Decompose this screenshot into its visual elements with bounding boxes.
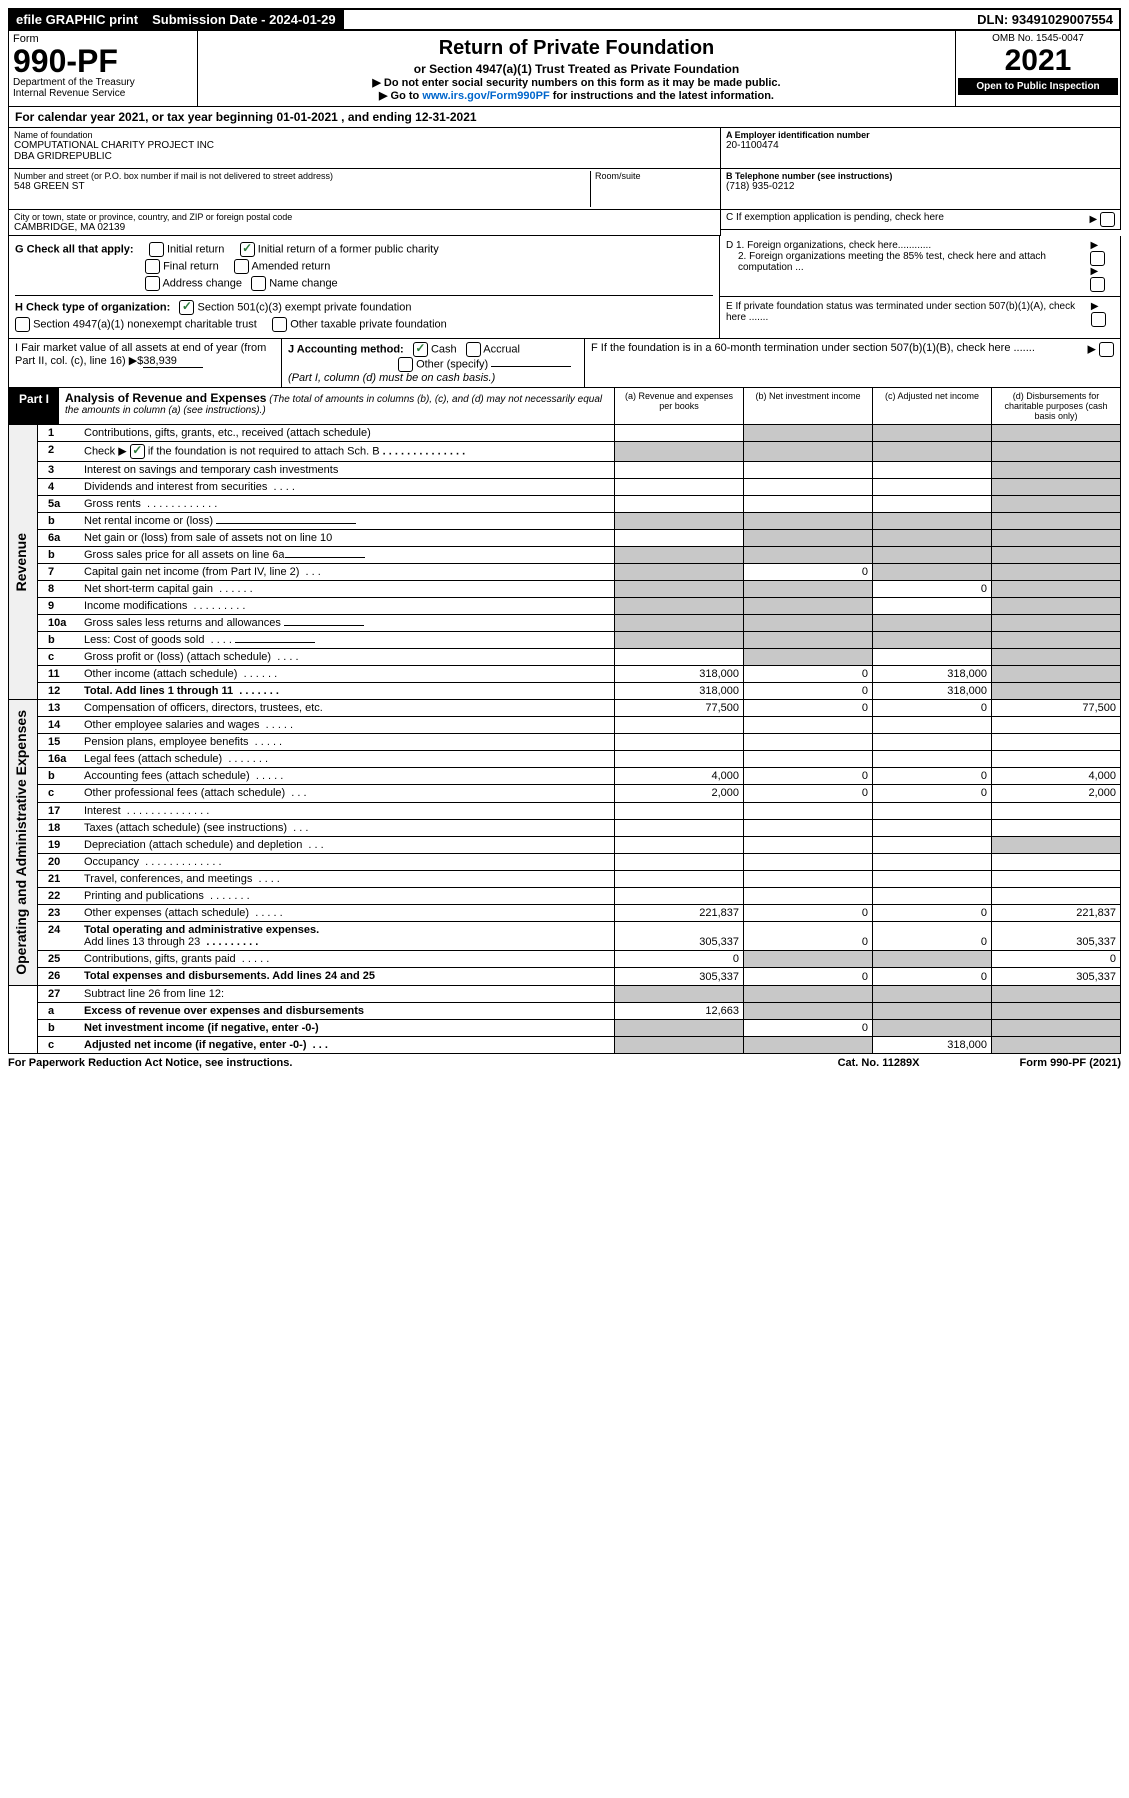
open-inspection: Open to Public Inspection xyxy=(958,78,1118,95)
city: CAMBRIDGE, MA 02139 xyxy=(14,222,715,233)
d1-checkbox[interactable] xyxy=(1090,251,1105,266)
room-label: Room/suite xyxy=(595,171,715,181)
dba: DBA GRIDREPUBLIC xyxy=(14,151,715,162)
page-footer: For Paperwork Reduction Act Notice, see … xyxy=(8,1054,1121,1069)
j-cash-checkbox[interactable] xyxy=(413,342,428,357)
efile-label: efile GRAPHIC print xyxy=(10,10,146,29)
col-a-header: (a) Revenue and expenses per books xyxy=(614,388,743,424)
form-subtitle: or Section 4947(a)(1) Trust Treated as P… xyxy=(202,62,951,76)
j-note: (Part I, column (d) must be on cash basi… xyxy=(288,372,578,384)
schb-checkbox[interactable] xyxy=(130,444,145,459)
calendar-year: For calendar year 2021, or tax year begi… xyxy=(8,107,1121,128)
dept: Department of the Treasury xyxy=(13,77,193,88)
phone: (718) 935-0212 xyxy=(726,181,1115,192)
form-ref: Form 990-PF (2021) xyxy=(1020,1057,1121,1069)
j-accrual-checkbox[interactable] xyxy=(466,342,481,357)
irs: Internal Revenue Service xyxy=(13,88,193,99)
expenses-side: Operating and Administrative Expenses xyxy=(13,702,29,983)
h-other-checkbox[interactable] xyxy=(272,317,287,332)
part1-label: Part I xyxy=(9,388,59,424)
phone-label: B Telephone number (see instructions) xyxy=(726,171,1115,181)
g-final-checkbox[interactable] xyxy=(145,259,160,274)
h-4947-checkbox[interactable] xyxy=(15,317,30,332)
g-amended-checkbox[interactable] xyxy=(234,259,249,274)
exemption-checkbox[interactable] xyxy=(1100,212,1115,227)
exemption-label: C If exemption application is pending, c… xyxy=(726,212,944,227)
foundation-name: COMPUTATIONAL CHARITY PROJECT INC xyxy=(14,140,715,151)
form-number: 990-PF xyxy=(13,45,193,77)
e-checkbox[interactable] xyxy=(1091,312,1106,327)
info-section: Name of foundation COMPUTATIONAL CHARITY… xyxy=(8,128,1121,236)
note-ssn: ▶ Do not enter social security numbers o… xyxy=(372,77,780,89)
part1-table: Revenue 1Contributions, gifts, grants, e… xyxy=(8,425,1121,1054)
h-label: H Check type of organization: xyxy=(15,301,170,313)
ein-label: A Employer identification number xyxy=(726,130,1115,140)
g-name-checkbox[interactable] xyxy=(251,276,266,291)
omb: OMB No. 1545-0047 xyxy=(958,33,1118,44)
top-bar: efile GRAPHIC print Submission Date - 20… xyxy=(8,8,1121,31)
ijf-row: I Fair market value of all assets at end… xyxy=(8,339,1121,388)
j-other-checkbox[interactable] xyxy=(398,357,413,372)
f-label: F If the foundation is in a 60-month ter… xyxy=(591,342,1035,384)
street: 548 GREEN ST xyxy=(14,181,590,192)
col-b-header: (b) Net investment income xyxy=(743,388,872,424)
paperwork-notice: For Paperwork Reduction Act Notice, see … xyxy=(8,1057,292,1069)
form-title: Return of Private Foundation xyxy=(202,37,951,60)
dln: DLN: 93491029007554 xyxy=(971,10,1119,29)
form-header: Form 990-PF Department of the Treasury I… xyxy=(8,31,1121,107)
revenue-side: Revenue xyxy=(13,525,29,599)
d2-label: 2. Foreign organizations meeting the 85%… xyxy=(726,251,1084,273)
ein: 20-1100474 xyxy=(726,140,1115,151)
g-former-checkbox[interactable] xyxy=(240,242,255,257)
g-label: G Check all that apply: xyxy=(15,243,134,255)
tax-year: 2021 xyxy=(958,44,1118,78)
col-d-header: (d) Disbursements for charitable purpose… xyxy=(991,388,1120,424)
addr-label: Number and street (or P.O. box number if… xyxy=(14,171,590,181)
form-link[interactable]: www.irs.gov/Form990PF xyxy=(422,90,549,102)
col-c-header: (c) Adjusted net income xyxy=(872,388,991,424)
name-label: Name of foundation xyxy=(14,130,715,140)
g-address-checkbox[interactable] xyxy=(145,276,160,291)
city-label: City or town, state or province, country… xyxy=(14,212,715,222)
e-label: E If private foundation status was termi… xyxy=(726,301,1085,327)
i-label: I Fair market value of all assets at end… xyxy=(15,342,266,367)
i-value: 38,939 xyxy=(143,355,203,368)
part1-header: Part I Analysis of Revenue and Expenses … xyxy=(8,388,1121,425)
h-501c3-checkbox[interactable] xyxy=(179,300,194,315)
d1-label: D 1. Foreign organizations, check here..… xyxy=(726,240,1084,251)
d2-checkbox[interactable] xyxy=(1090,277,1105,292)
f-checkbox[interactable] xyxy=(1099,342,1114,357)
submission-date: Submission Date - 2024-01-29 xyxy=(146,10,344,29)
part1-title: Analysis of Revenue and Expenses xyxy=(65,391,266,405)
cat-no: Cat. No. 11289X xyxy=(838,1057,920,1069)
check-section: G Check all that apply: Initial return I… xyxy=(8,236,1121,339)
j-label: J Accounting method: xyxy=(288,343,404,355)
g-initial-checkbox[interactable] xyxy=(149,242,164,257)
